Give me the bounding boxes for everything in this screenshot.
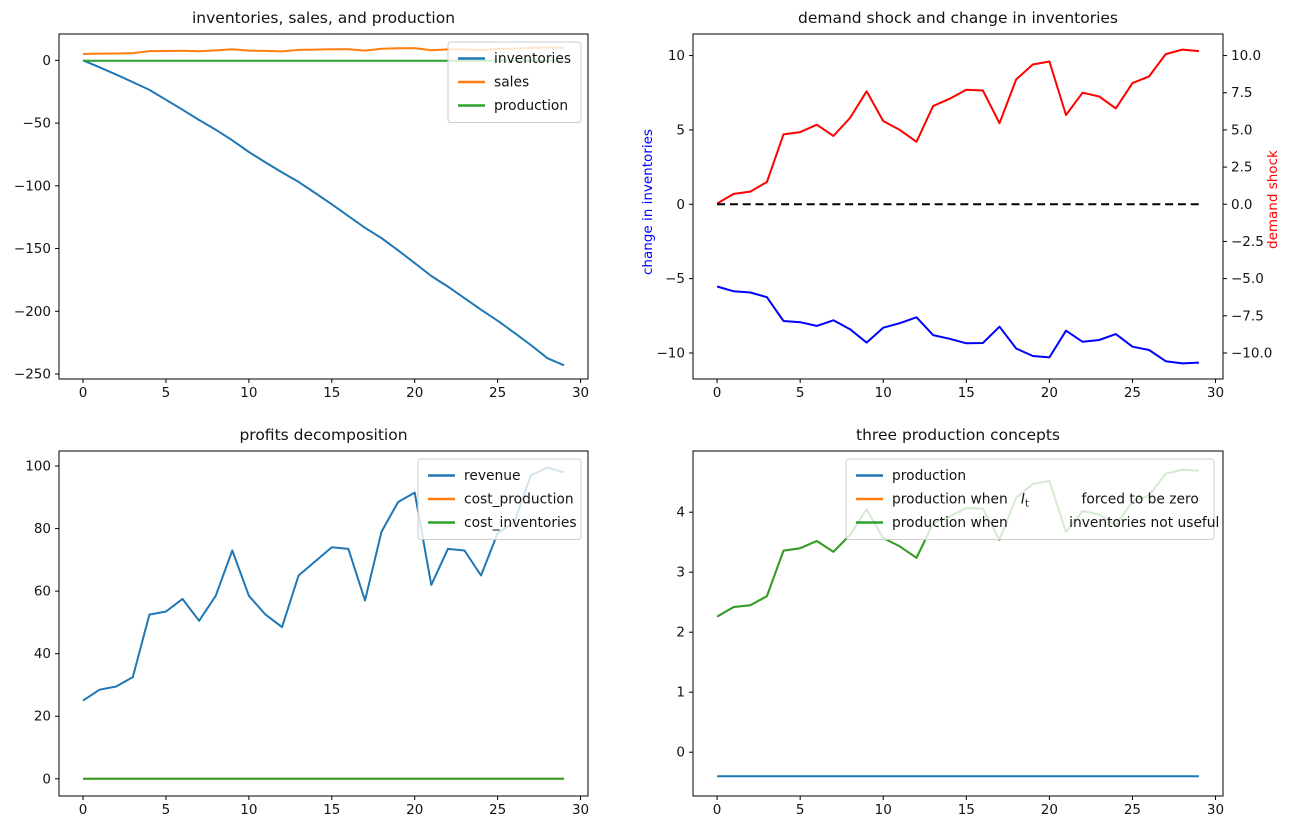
x-tick-label: 0 bbox=[713, 802, 722, 818]
y-tick-label-left: 2 bbox=[676, 625, 685, 641]
panel-profits-decomposition: 0 5 10 15 20 25 30 100 80 60 40 20 0 revenue cost_prod… bbox=[25, 450, 589, 818]
x-tick-label: 10 bbox=[875, 385, 892, 401]
series-line-inventories bbox=[82, 59, 565, 367]
x-tick-label: 20 bbox=[406, 385, 423, 401]
y-tick-label-left: 10 bbox=[668, 48, 685, 64]
x-tick-label: 20 bbox=[1041, 802, 1058, 818]
y-tick-label-left: 0 bbox=[42, 771, 51, 787]
y-tick-label-left: −150 bbox=[14, 241, 51, 257]
y-tick-label-left: −10 bbox=[657, 345, 686, 361]
series-line-change-in-inventories bbox=[716, 285, 1199, 365]
y-tick-label-right: 5.0 bbox=[1231, 122, 1252, 138]
y-axis-label-demand-shock: demand shock bbox=[1265, 150, 1281, 249]
y-axis-label-change-in-inventories: change in inventories bbox=[640, 129, 656, 275]
y-tick-label-left: −100 bbox=[14, 178, 51, 194]
y-tick-label-left: 0 bbox=[676, 197, 685, 213]
x-tick-label: 30 bbox=[572, 802, 589, 818]
y-tick-label-right: 7.5 bbox=[1231, 85, 1252, 101]
legend-label: production bbox=[494, 98, 568, 114]
series-line-revenue bbox=[82, 466, 565, 702]
axes-frame bbox=[692, 450, 1224, 797]
y-tick-label-right: −10.0 bbox=[1231, 345, 1272, 361]
y-tick-label-right: −5.0 bbox=[1231, 271, 1264, 287]
axes-frame bbox=[58, 33, 589, 380]
y-tick-label-right: 0.0 bbox=[1231, 197, 1252, 213]
x-tick-label: 5 bbox=[796, 802, 805, 818]
x-tick-label: 0 bbox=[713, 385, 722, 401]
x-tick-label: 5 bbox=[162, 802, 171, 818]
y-tick-label-left: 40 bbox=[34, 646, 51, 662]
y-tick-label-left: 60 bbox=[34, 584, 51, 600]
legend-label: cost_production bbox=[464, 492, 574, 508]
x-tick-label: 15 bbox=[958, 802, 975, 818]
legend-label: sales bbox=[494, 75, 529, 91]
y-tick-label-left: 20 bbox=[34, 709, 51, 725]
y-tick-label-left: −50 bbox=[23, 116, 52, 132]
x-tick-label: 30 bbox=[1207, 385, 1224, 401]
panel-title-profits-decomposition: profits decomposition bbox=[239, 426, 408, 444]
x-tick-label: 25 bbox=[1124, 385, 1141, 401]
x-tick-label: 30 bbox=[572, 385, 589, 401]
panel-inventories-sales-production: 0 5 10 15 20 25 30 0 −50 −100 −150 −200 −250 inventor… bbox=[14, 33, 589, 401]
x-tick-label: 15 bbox=[958, 385, 975, 401]
x-tick-label: 0 bbox=[79, 802, 88, 818]
y-tick-label-left: −200 bbox=[14, 304, 51, 320]
panel-title-three-production-concepts: three production concepts bbox=[856, 426, 1060, 444]
y-tick-label-left: 100 bbox=[25, 459, 51, 475]
x-tick-label: 30 bbox=[1207, 802, 1224, 818]
y-tick-label-left: 1 bbox=[676, 685, 685, 701]
x-tick-label: 25 bbox=[489, 385, 506, 401]
y-tick-label-right: −2.5 bbox=[1231, 234, 1264, 250]
axes-frame bbox=[692, 33, 1224, 380]
y-tick-label-left: 3 bbox=[676, 565, 685, 581]
legend: inventories sales production bbox=[447, 41, 582, 123]
y-tick-label-left: 4 bbox=[676, 505, 685, 521]
x-tick-label: 10 bbox=[240, 802, 257, 818]
legend-box bbox=[447, 41, 582, 123]
x-tick-label: 25 bbox=[1124, 802, 1141, 818]
x-tick-label: 25 bbox=[489, 802, 506, 818]
legend-label: inventories bbox=[494, 51, 571, 67]
panel-demand-shock-change-inventories: 0 5 10 15 20 25 30 10 5 0 −5 −10 10.0 7.5 5.0 2.5 0.0 −2.… bbox=[657, 33, 1272, 401]
legend-label: cost_inventories bbox=[464, 515, 577, 531]
x-tick-label: 5 bbox=[162, 385, 171, 401]
y-tick-label-left: 80 bbox=[34, 521, 51, 537]
y-tick-label-left: −5 bbox=[665, 271, 685, 287]
legend-label: revenue bbox=[464, 468, 521, 484]
x-tick-label: 5 bbox=[796, 385, 805, 401]
y-tick-label-left: 5 bbox=[676, 122, 685, 138]
x-tick-label: 20 bbox=[1041, 385, 1058, 401]
y-tick-label-left: −250 bbox=[14, 366, 51, 382]
legend-box bbox=[417, 458, 582, 540]
legend-label: production bbox=[892, 468, 966, 484]
panel-title-demand-shock-change-inventories: demand shock and change in inventories bbox=[798, 9, 1118, 27]
legend-label: production when inventories not useful bbox=[892, 515, 1219, 531]
legend: revenue cost_production cost_inventories bbox=[417, 458, 582, 540]
legend-box bbox=[845, 458, 1215, 540]
y-tick-label-left: 0 bbox=[42, 53, 51, 69]
x-tick-label: 10 bbox=[875, 802, 892, 818]
legend: production production when It forced to b… bbox=[845, 458, 1219, 540]
x-tick-label: 15 bbox=[323, 385, 340, 401]
y-tick-label-left: 0 bbox=[676, 745, 685, 761]
x-tick-label: 15 bbox=[323, 802, 340, 818]
panel-title-inventories-sales-production: inventories, sales, and production bbox=[191, 9, 456, 27]
x-tick-label: 0 bbox=[79, 385, 88, 401]
x-tick-label: 20 bbox=[406, 802, 423, 818]
series-line-demand-shock bbox=[716, 48, 1199, 205]
y-tick-label-right: −7.5 bbox=[1231, 308, 1264, 324]
y-tick-label-right: 2.5 bbox=[1231, 160, 1252, 176]
legend-label: production when It forced to be zero bbox=[892, 492, 1199, 510]
axes-frame bbox=[58, 450, 589, 797]
x-tick-label: 10 bbox=[240, 385, 257, 401]
y-tick-label-right: 10.0 bbox=[1231, 48, 1261, 64]
